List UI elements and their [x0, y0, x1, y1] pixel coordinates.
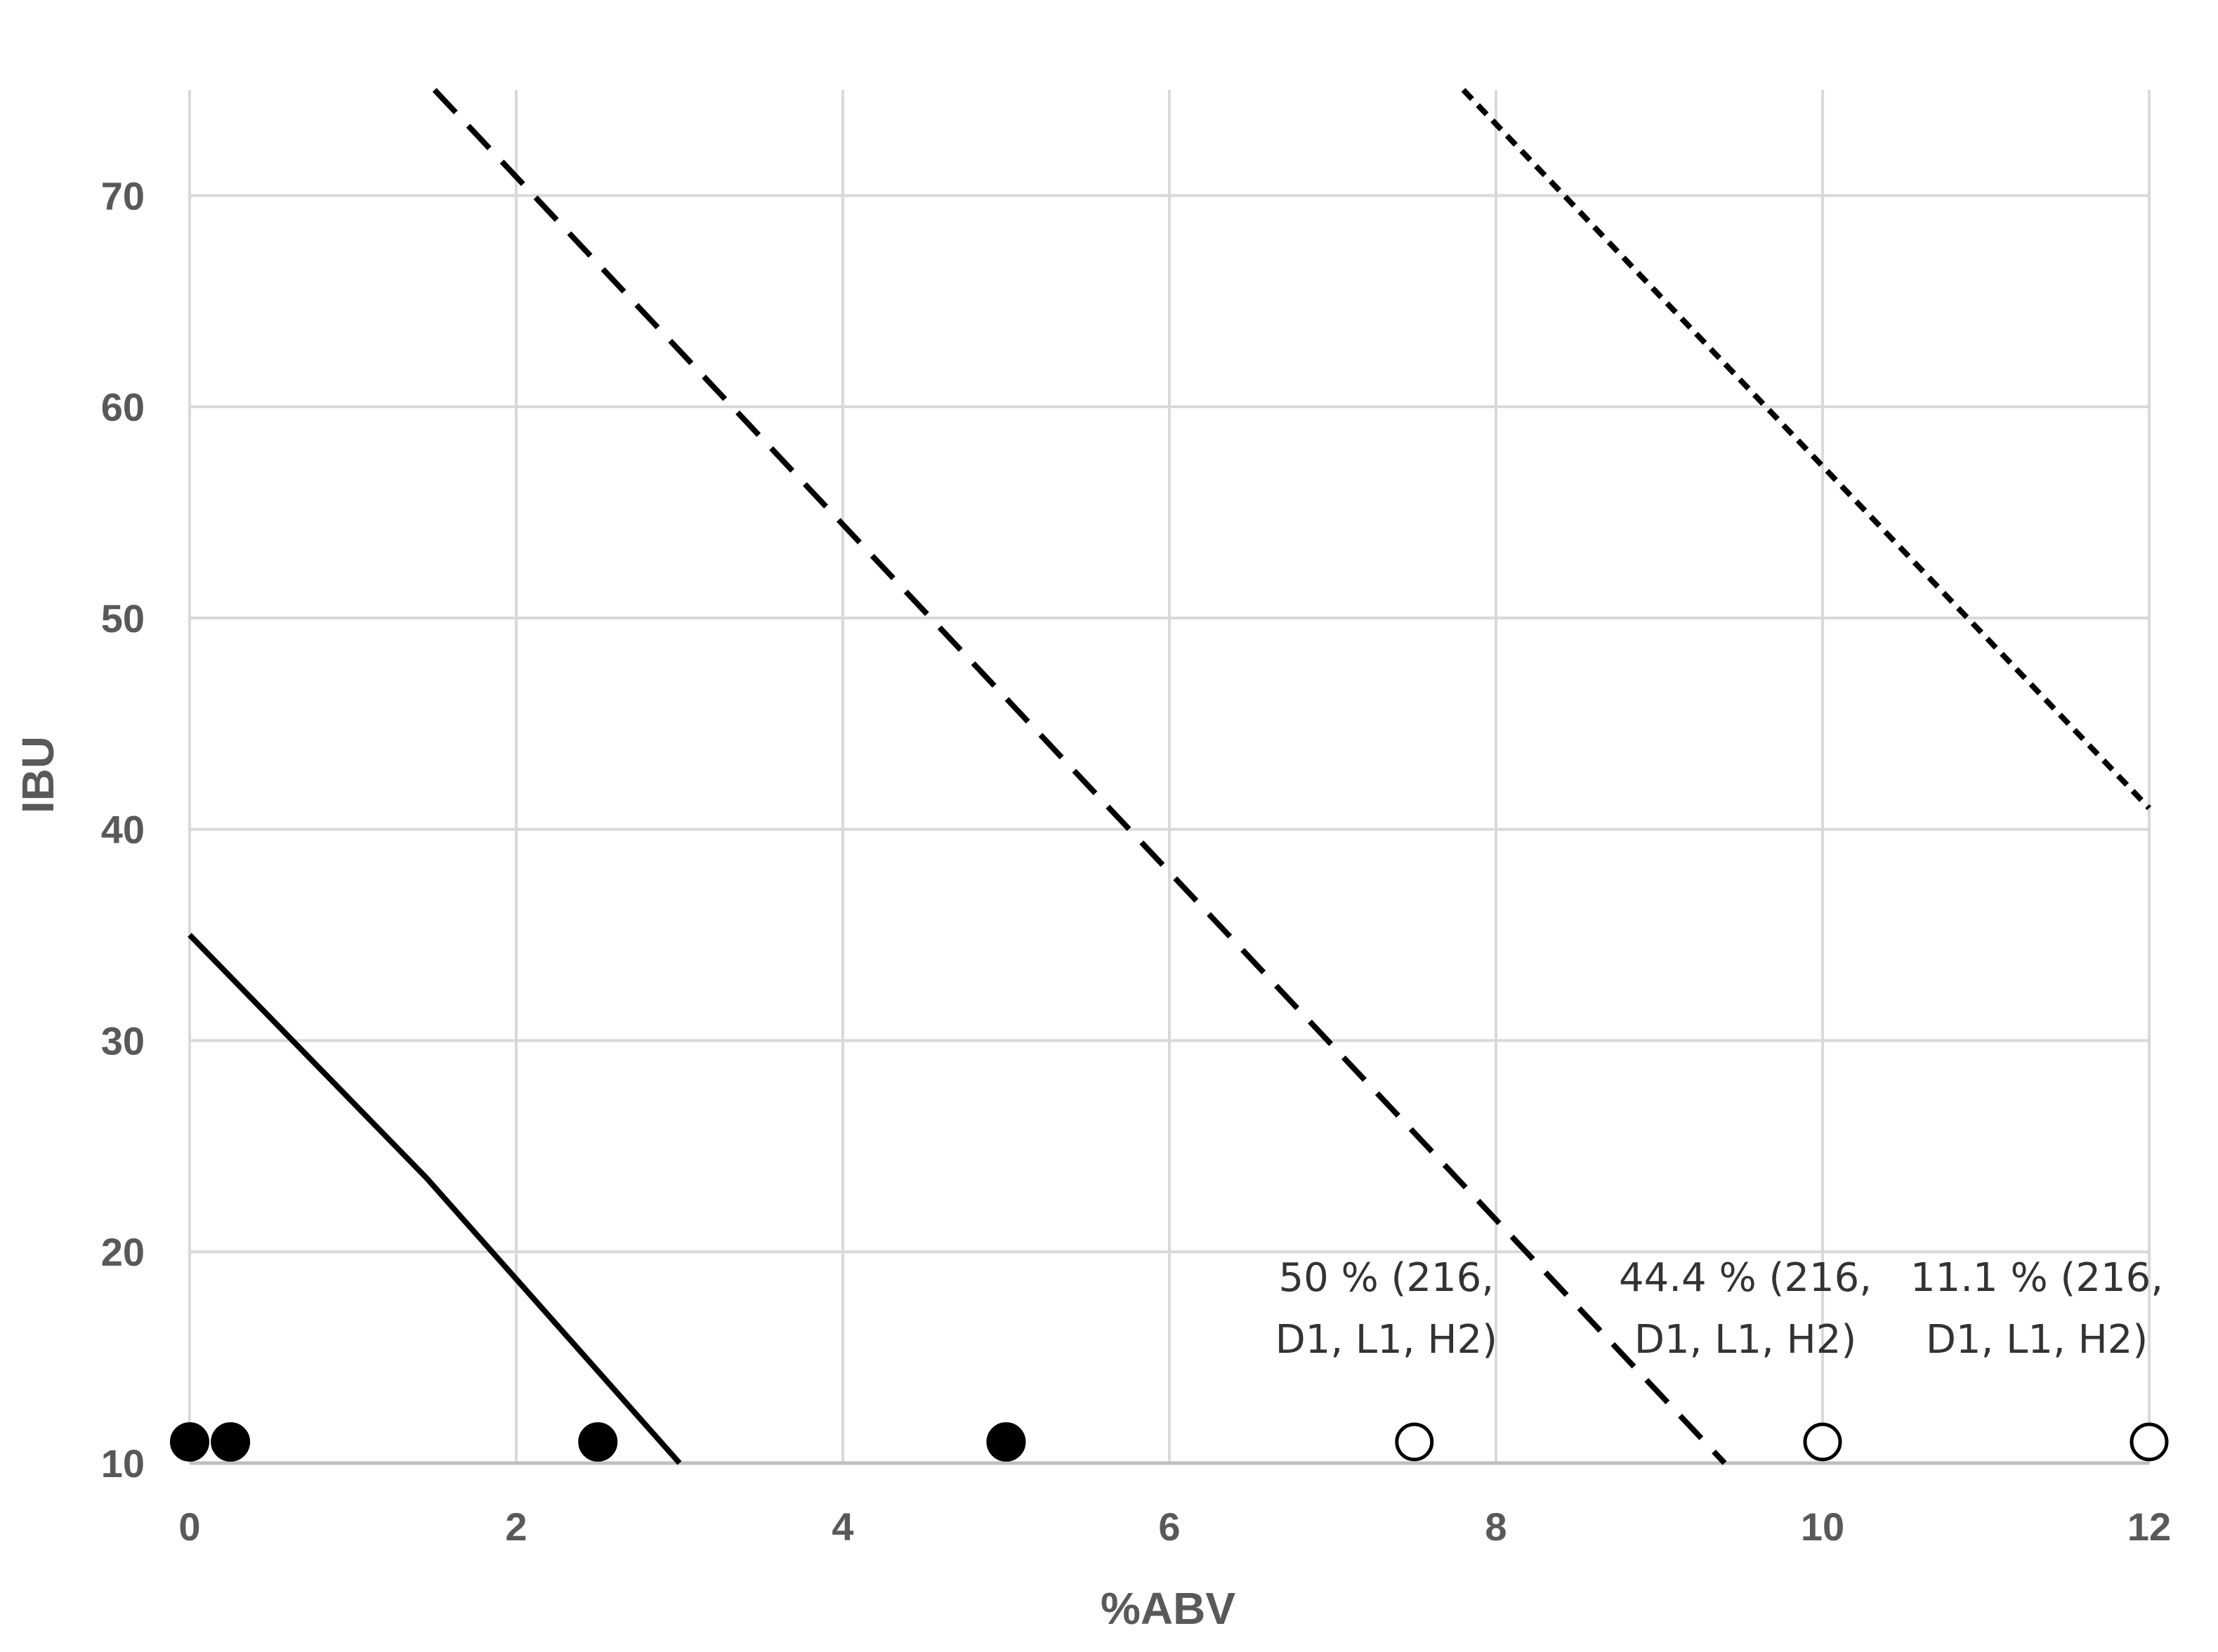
- x-tick-label: 6: [1158, 1504, 1180, 1549]
- annotation-line-1: 44.4 % (216,: [1619, 1255, 1872, 1301]
- y-tick-label: 60: [101, 385, 145, 429]
- x-tick-label: 10: [1801, 1504, 1844, 1549]
- annotation-line-1: 50 % (216,: [1278, 1255, 1494, 1301]
- y-axis-label: IBU: [13, 736, 63, 813]
- y-tick-label: 40: [101, 808, 145, 852]
- annotations: 50 % (216, D1, L1, H2) 44.4 % (216, D1, L1,…: [1275, 1255, 2163, 1363]
- x-tick-label: 2: [505, 1504, 527, 1549]
- x-tick-label: 12: [2127, 1504, 2171, 1549]
- chart-lines: [188, 88, 2151, 1465]
- x-tick-label: 8: [1485, 1504, 1507, 1549]
- grid: [188, 90, 2151, 1465]
- y-tick-label: 10: [101, 1441, 145, 1486]
- filled-point: [578, 1422, 618, 1462]
- annotation-line-2: D1, L1, H2): [1634, 1317, 1856, 1363]
- solid-line: [188, 933, 682, 1465]
- annotation-line-1: 11.1 % (216,: [1910, 1255, 2163, 1301]
- y-tick-label: 50: [101, 596, 145, 641]
- open-point: [1803, 1422, 1842, 1462]
- x-tick-label: 4: [832, 1504, 853, 1549]
- y-tick-label: 30: [101, 1018, 145, 1063]
- filled-point: [211, 1422, 251, 1462]
- filled-point: [986, 1422, 1026, 1462]
- x-tick-label: 0: [178, 1504, 200, 1549]
- y-tick-label: 20: [101, 1230, 145, 1274]
- dotted-line: [1461, 88, 2151, 811]
- tick-labels: 0 2 4 6 8 10 12 10 20 30 40 50 60 70: [101, 173, 2171, 1549]
- data-points: [170, 1422, 2169, 1462]
- open-point: [1395, 1422, 1434, 1462]
- open-point: [2130, 1422, 2169, 1462]
- dashed-line: [432, 88, 1727, 1465]
- x-axis-label: %ABV: [1101, 1583, 1235, 1634]
- y-tick-label: 70: [101, 173, 145, 218]
- annotation-line-2: D1, L1, H2): [1926, 1317, 2148, 1363]
- filled-point: [170, 1422, 209, 1462]
- annotation-line-2: D1, L1, H2): [1275, 1317, 1497, 1363]
